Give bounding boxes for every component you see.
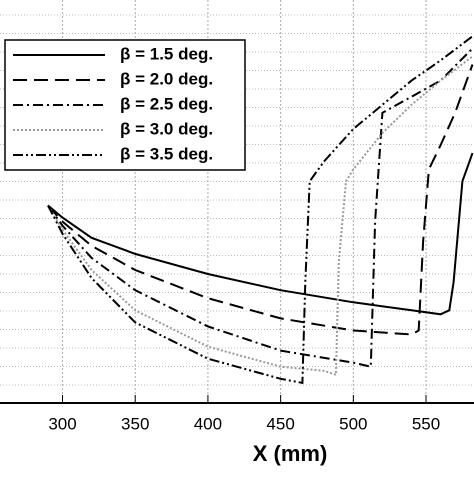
legend-label: β = 1.5 deg. (120, 44, 213, 63)
legend-label: β = 3.0 deg. (120, 119, 213, 138)
x-tick-label: 400 (194, 414, 222, 433)
series-line (47, 64, 474, 336)
x-axis-label: X (mm) (253, 441, 328, 466)
series-line (47, 55, 474, 377)
x-tick-label: 550 (412, 414, 440, 433)
legend-box (4, 39, 246, 171)
series-line (47, 152, 474, 316)
legend-label: β = 2.0 deg. (120, 69, 213, 88)
legend-label: β = 3.5 deg. (120, 144, 213, 163)
series-line (47, 47, 474, 368)
x-tick-label: 450 (266, 414, 294, 433)
x-tick-label: 300 (48, 414, 76, 433)
x-tick-label: 350 (121, 414, 149, 433)
legend-label: β = 2.5 deg. (120, 94, 213, 113)
series-line (47, 35, 474, 385)
x-tick-label: 500 (339, 414, 367, 433)
